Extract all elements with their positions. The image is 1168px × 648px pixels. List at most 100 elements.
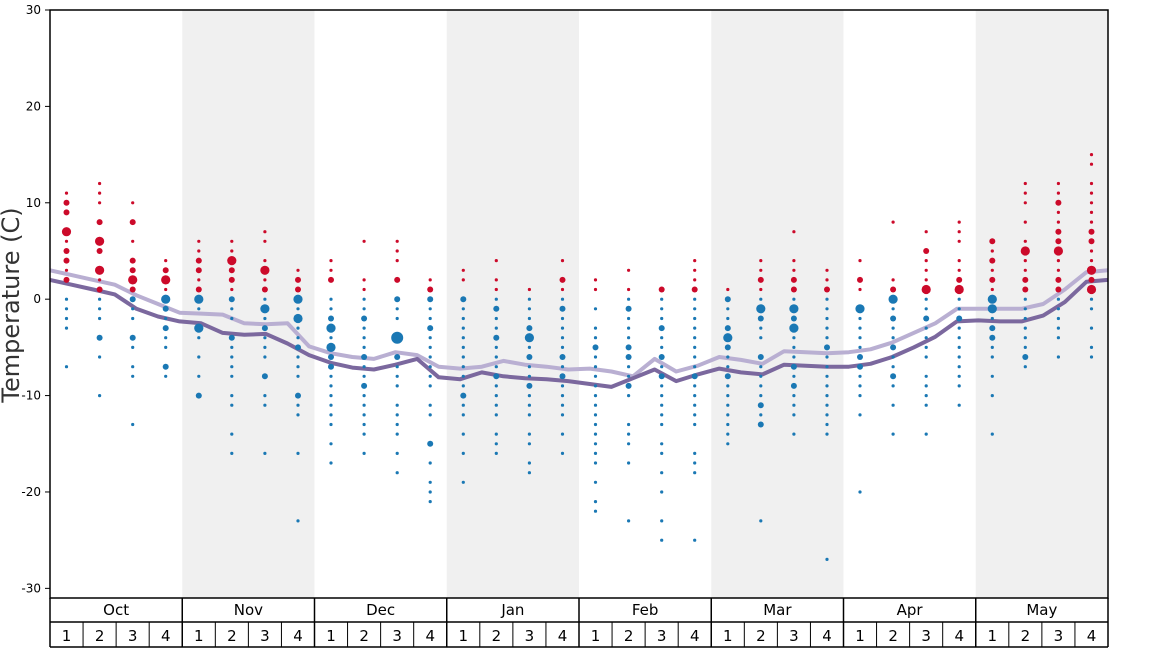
temperature-dot: [957, 297, 961, 301]
temperature-dot: [64, 316, 69, 321]
temperature-dot: [96, 334, 103, 341]
month-label-apr: Apr: [897, 601, 924, 619]
temperature-dot: [428, 278, 432, 282]
week-label: 1: [855, 627, 865, 645]
temperature-dot: [1023, 326, 1027, 330]
temperature-dot: [461, 403, 465, 407]
temperature-dot: [824, 344, 830, 351]
temperature-dot: [792, 297, 796, 301]
temperature-dot: [1022, 276, 1029, 283]
temperature-dot: [195, 267, 202, 274]
temperature-dot: [792, 355, 796, 359]
temperature-dot: [957, 365, 961, 369]
temperature-dot: [957, 307, 961, 311]
temperature-dot: [660, 442, 664, 446]
temperature-dot: [825, 374, 829, 378]
temperature-dot: [924, 307, 928, 311]
temperature-dot: [627, 374, 631, 378]
temperature-dot: [724, 296, 731, 303]
temperature-dot: [230, 355, 234, 359]
temperature-dot: [328, 276, 334, 283]
temperature-dot: [825, 307, 829, 311]
temperature-dot: [691, 286, 698, 293]
week-label: 3: [921, 627, 931, 645]
temperature-dot: [658, 373, 665, 380]
temperature-dot: [131, 422, 135, 427]
temperature-dot: [693, 326, 697, 330]
temperature-dot: [560, 287, 565, 292]
temperature-dot: [924, 355, 928, 359]
week-label: 4: [558, 627, 568, 645]
temperature-dot: [230, 239, 234, 243]
temperature-dot: [726, 307, 730, 311]
temperature-dot: [1023, 268, 1027, 272]
temperature-dot: [164, 345, 168, 349]
temperature-dot: [427, 296, 434, 303]
temperature-dot: [990, 249, 994, 253]
temperature-dot: [129, 334, 136, 341]
temperature-dot: [131, 345, 135, 349]
week-label: 3: [392, 627, 402, 645]
temperature-dot: [660, 316, 664, 321]
temperature-dot: [197, 239, 201, 243]
temperature-dot: [957, 355, 961, 359]
temperature-dot: [230, 394, 234, 398]
temperature-dot: [1055, 199, 1062, 206]
temperature-dot: [693, 384, 697, 388]
temperature-dot: [527, 365, 532, 369]
temperature-dot: [691, 373, 698, 380]
temperature-dot: [195, 286, 202, 293]
temperature-dot: [362, 239, 366, 243]
temperature-dot: [825, 394, 829, 398]
month-label-dec: Dec: [366, 601, 395, 619]
temperature-dot: [1056, 210, 1060, 214]
temperature-dot: [362, 394, 366, 398]
temperature-dot: [627, 442, 631, 446]
temperature-dot: [494, 326, 498, 330]
temperature-dot: [560, 394, 565, 398]
temperature-dot: [329, 268, 333, 272]
temperature-dot: [1055, 276, 1062, 283]
temperature-dot: [494, 413, 498, 417]
temperature-dot: [328, 363, 334, 370]
temperature-dot: [64, 326, 69, 330]
temperature-dot: [1056, 316, 1060, 321]
temperature-dot: [494, 287, 498, 292]
temperature-dot: [295, 286, 301, 293]
temperature-dot: [593, 403, 598, 407]
temperature-dot: [164, 316, 168, 321]
temperature-dot: [825, 413, 829, 417]
temperature-dot: [924, 432, 928, 436]
temperature-dot: [296, 336, 300, 340]
week-label: 4: [1087, 627, 1097, 645]
temperature-dot: [693, 278, 697, 282]
temperature-dot: [693, 355, 697, 359]
temperature-dot: [957, 345, 961, 349]
week-label: 3: [525, 627, 535, 645]
temperature-dot: [789, 323, 799, 333]
temperature-dot: [230, 345, 234, 349]
temperature-dot: [757, 402, 764, 409]
temperature-dot: [726, 384, 730, 388]
temperature-dot: [625, 382, 632, 389]
temperature-dot: [660, 471, 664, 475]
temperature-dot: [329, 259, 333, 263]
temperature-dot: [890, 315, 897, 322]
temperature-dot: [230, 451, 234, 455]
temperature-dot: [726, 442, 730, 446]
temperature-dot: [263, 336, 267, 340]
temperature-dot: [989, 325, 996, 332]
temperature-dot: [759, 384, 763, 388]
temperature-dot: [494, 451, 498, 455]
week-label: 1: [723, 627, 733, 645]
temperature-dot: [726, 365, 730, 369]
temperature-dot: [989, 334, 996, 341]
temperature-dot: [890, 373, 897, 380]
temperature-dot: [627, 268, 631, 272]
temperature-dot: [990, 287, 994, 292]
temperature-dot: [792, 413, 796, 417]
temperature-dot: [593, 442, 598, 446]
temperature-dot: [790, 363, 797, 370]
temperature-dot: [693, 422, 697, 427]
